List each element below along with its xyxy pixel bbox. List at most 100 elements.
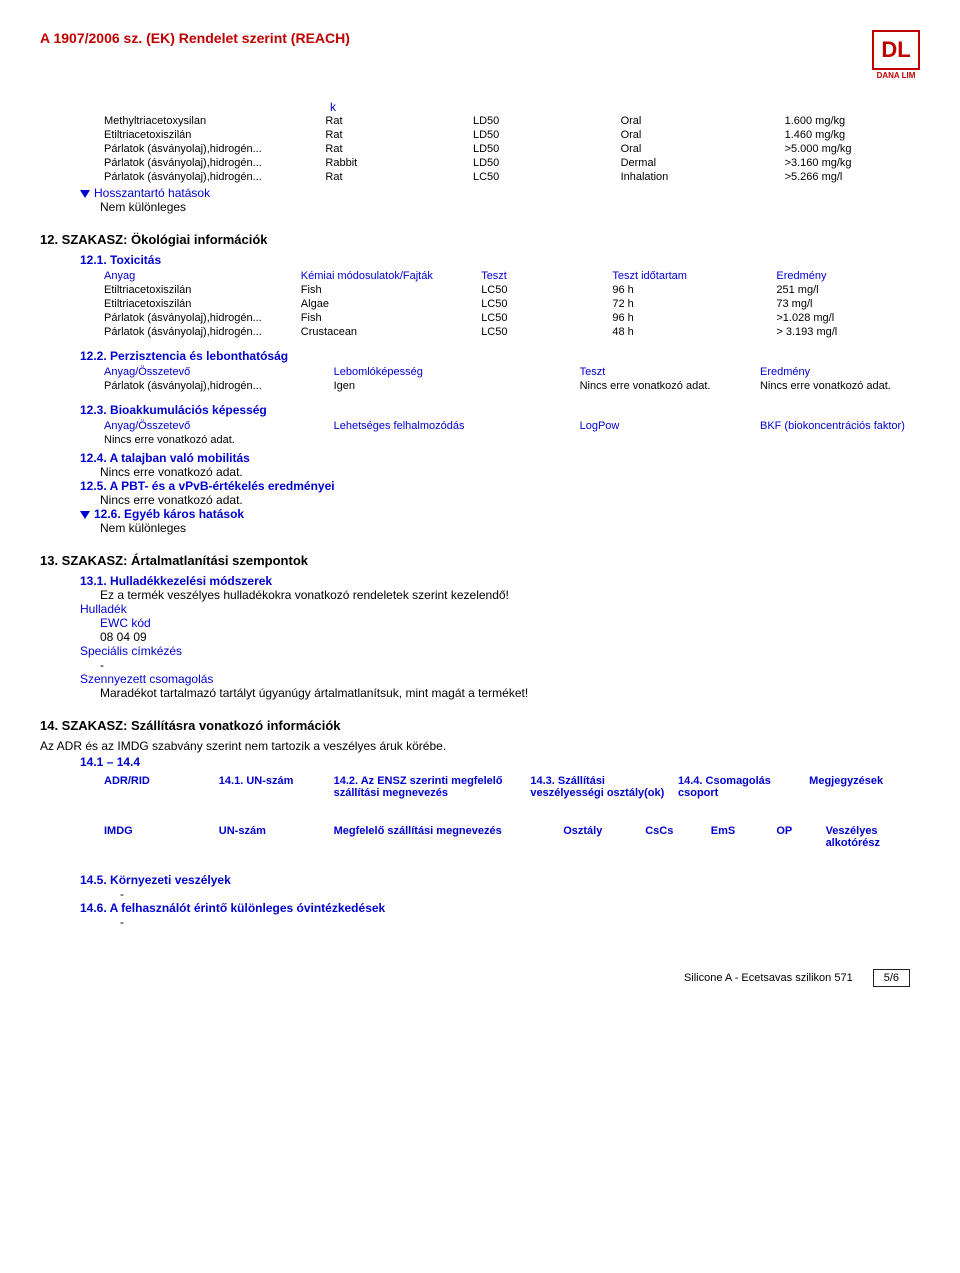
tox-cell: LD50 [469,128,617,142]
s12-1-title: 12.1. Toxicitás [80,253,920,267]
s12-5-title: 12.5. A PBT- és a vPvB-értékelés eredmén… [80,479,920,493]
s14-range: 14.1 – 14.4 [80,755,920,769]
imdg-c1: IMDG [100,823,215,851]
tox-cell: Párlatok (ásványolaj),hidrogén... [100,156,321,170]
p-h2: Lebomlóképesség [330,365,576,379]
contaminated-text: Maradékot tartalmazó tartályt úgyanúgy á… [100,686,920,700]
eco-cell: 96 h [608,311,772,325]
tox-cell: 1.600 mg/kg [781,114,920,128]
tox-cell: Methyltriacetoxysilan [100,114,321,128]
b-h4: BKF (biokoncentrációs faktor) [756,419,920,433]
eco-cell: Fish [297,283,477,297]
eco-table: Anyag Kémiai módosulatok/Fajták Teszt Te… [100,269,920,339]
page-number: 5/6 [873,969,910,987]
logo-sub: DANA LIM [877,71,916,80]
bioacc-table: Anyag/Összetevő Lehetséges felhalmozódás… [100,419,920,447]
b-r1: Nincs erre vonatkozó adat. [100,433,330,447]
tox-cell: LD50 [469,114,617,128]
s12-2-title: 12.2. Perzisztencia és lebonthatóság [80,349,920,363]
s14-intro: Az ADR és az IMDG szabvány szerint nem t… [40,739,920,753]
eco-cell: LC50 [477,297,608,311]
footer: Silicone A - Ecetsavas szilikon 571 5/6 [40,969,920,987]
eco-h4: Teszt időtartam [608,269,772,283]
waste-label: Hulladék [80,602,920,616]
ewc-code: 08 04 09 [100,630,920,644]
chevron-down-icon [80,190,90,198]
s12-4-title: 12.4. A talajban való mobilitás [80,451,920,465]
tox-cell: Etiltriacetoxiszilán [100,128,321,142]
p-r3: Nincs erre vonatkozó adat. [576,379,756,393]
tox-cell: 1.460 mg/kg [781,128,920,142]
eco-h1: Anyag [100,269,297,283]
eco-cell: LC50 [477,325,608,339]
tox-cell: Párlatok (ásványolaj),hidrogén... [100,170,321,184]
eco-h3: Teszt [477,269,608,283]
eco-cell: Párlatok (ásványolaj),hidrogén... [100,325,297,339]
eco-cell: > 3.193 mg/l [772,325,920,339]
tox-table: MethyltriacetoxysilanRatLD50Oral1.600 mg… [100,114,920,184]
special-text: - [100,658,920,672]
imdg-c5: CsCs [641,823,707,851]
imdg-table: IMDG UN-szám Megfelelő szállítási megnev… [100,823,920,851]
tox-cell: Rat [321,114,469,128]
p-r2: Igen [330,379,576,393]
tox-cell: Rat [321,142,469,156]
tox-cell: >3.160 mg/kg [781,156,920,170]
imdg-c7: OP [772,823,821,851]
adr-c5: 14.4. Csomagolás csoport [674,773,805,801]
tox-cell: LD50 [469,142,617,156]
adr-c3: 14.2. Az ENSZ szerinti megfelelő szállít… [330,773,527,801]
imdg-c6: EmS [707,823,773,851]
eco-cell: 48 h [608,325,772,339]
eco-cell: Etiltriacetoxiszilán [100,283,297,297]
b-h3: LogPow [576,419,756,433]
longterm-text: Nem különleges [100,200,920,214]
s13-1-title: 13.1. Hulladékkezelési módszerek [80,574,920,588]
imdg-c3: Megfelelő szállítási megnevezés [330,823,560,851]
tox-cell: Dermal [617,156,781,170]
eco-cell: 73 mg/l [772,297,920,311]
p-h1: Anyag/Összetevő [100,365,330,379]
s12-4-text: Nincs erre vonatkozó adat. [100,465,920,479]
s12-3-title: 12.3. Bioakkumulációs képesség [80,403,920,417]
eco-cell: Fish [297,311,477,325]
eco-cell: LC50 [477,283,608,297]
s14-6-text: - [120,915,920,929]
tox-cell: >5.000 mg/kg [781,142,920,156]
tox-cell: Oral [617,142,781,156]
adr-c1: ADR/RID [100,773,215,801]
tox-cell: LC50 [469,170,617,184]
eco-h2: Kémiai módosulatok/Fajták [297,269,477,283]
s13-1-text: Ez a termék veszélyes hulladékokra vonat… [100,588,920,602]
eco-cell: 251 mg/l [772,283,920,297]
ewc-label: EWC kód [100,616,920,630]
eco-cell: >1.028 mg/l [772,311,920,325]
tox-cell: Párlatok (ásványolaj),hidrogén... [100,142,321,156]
eco-cell: Párlatok (ásványolaj),hidrogén... [100,311,297,325]
adr-c6: Megjegyzések [805,773,920,801]
tox-cell: Oral [617,114,781,128]
eco-cell: 72 h [608,297,772,311]
adr-c4: 14.3. Szállítási veszélyességi osztály(o… [526,773,674,801]
logo-text: DL [881,37,910,63]
footer-product: Silicone A - Ecetsavas szilikon 571 [684,972,853,984]
tox-cell: LD50 [469,156,617,170]
imdg-c8: Veszélyes alkotórész [822,823,920,851]
p-r4: Nincs erre vonatkozó adat. [756,379,920,393]
imdg-c4: Osztály [559,823,641,851]
tox-cell: Inhalation [617,170,781,184]
contaminated-label: Szennyezett csomagolás [80,672,920,686]
page-title: A 1907/2006 sz. (EK) Rendelet szerint (R… [40,30,350,46]
eco-cell: Algae [297,297,477,311]
imdg-c2: UN-szám [215,823,330,851]
tox-cell: Rat [321,170,469,184]
tox-cell: Rat [321,128,469,142]
tox-cell: >5.266 mg/l [781,170,920,184]
s14-5-title: 14.5. Környezeti veszélyek [80,873,920,887]
s14-5-text: - [120,887,920,901]
persist-table: Anyag/Összetevő Lebomlóképesség Teszt Er… [100,365,920,393]
eco-cell: 96 h [608,283,772,297]
b-h1: Anyag/Összetevő [100,419,330,433]
eco-h5: Eredmény [772,269,920,283]
adr-table: ADR/RID 14.1. UN-szám 14.2. Az ENSZ szer… [100,773,920,801]
